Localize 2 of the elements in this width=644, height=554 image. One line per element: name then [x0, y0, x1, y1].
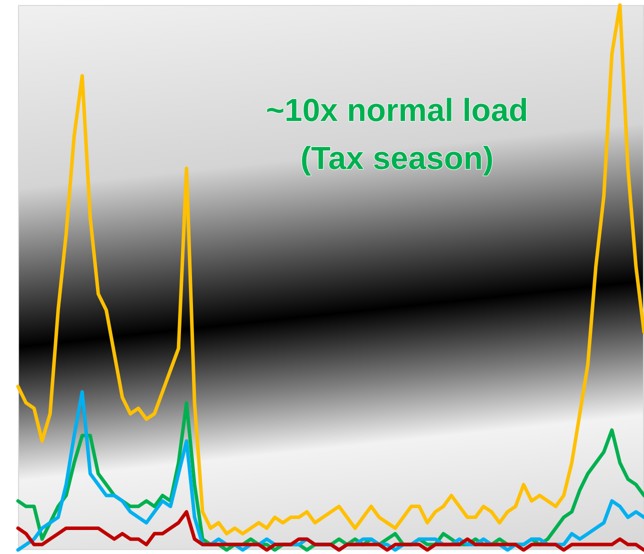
annotation: (Tax season)	[300, 140, 494, 176]
annotation: ~10x normal load	[266, 92, 528, 128]
